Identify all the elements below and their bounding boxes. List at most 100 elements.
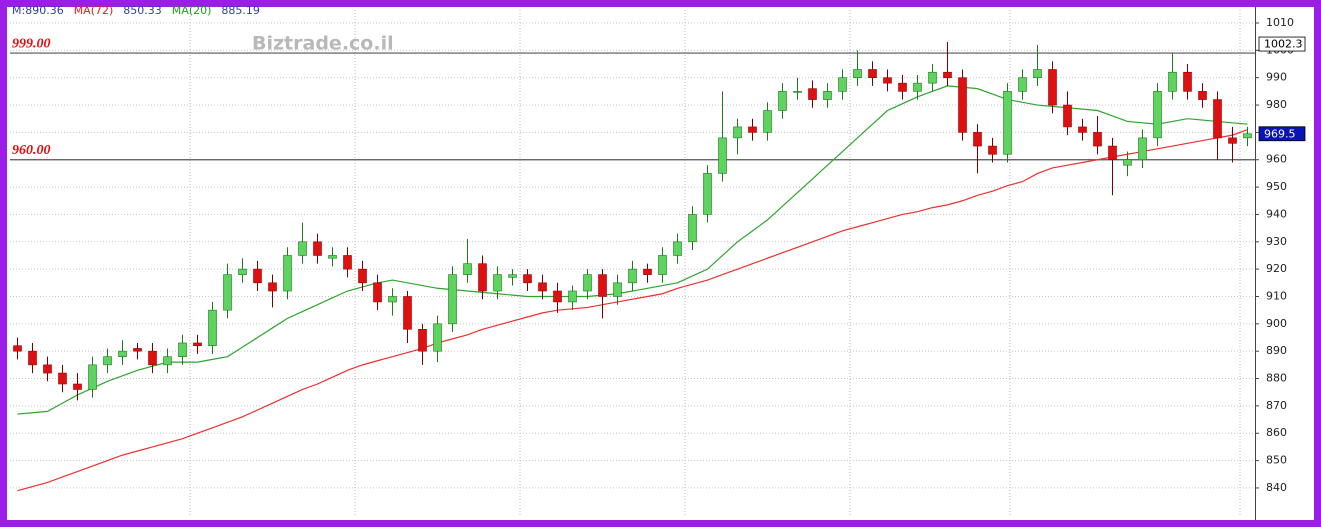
candle-body bbox=[763, 110, 772, 133]
candle-body bbox=[838, 77, 847, 92]
candle-body bbox=[718, 137, 727, 174]
candle-body bbox=[493, 274, 502, 292]
candle-body bbox=[1018, 77, 1027, 92]
header-item: 850.33 bbox=[123, 4, 162, 17]
header-item: M:890.36 bbox=[12, 4, 64, 17]
candle-body bbox=[418, 329, 427, 352]
candle-body bbox=[88, 364, 97, 390]
y-tick-label: 870 bbox=[1266, 399, 1287, 412]
candle-body bbox=[178, 342, 187, 357]
candle-body bbox=[223, 274, 232, 311]
watermark: Biztrade.co.il bbox=[252, 33, 394, 55]
y-tick-label: 930 bbox=[1266, 235, 1287, 248]
price-box-label: 1002.3 bbox=[1264, 38, 1303, 51]
candle-body bbox=[943, 71, 952, 78]
candle-body bbox=[1153, 91, 1162, 139]
candle-body bbox=[553, 290, 562, 303]
candle-body bbox=[508, 274, 517, 278]
level-label: 999.00 bbox=[12, 36, 51, 51]
y-tick-label: 900 bbox=[1266, 317, 1287, 330]
candle-body bbox=[268, 282, 277, 292]
y-tick-label: 1010 bbox=[1266, 16, 1294, 29]
candle-body bbox=[478, 263, 487, 292]
candle-body bbox=[388, 296, 397, 303]
candle-body bbox=[1228, 137, 1237, 144]
candle-body bbox=[1048, 69, 1057, 106]
candle-body bbox=[673, 241, 682, 256]
candle-body bbox=[313, 241, 322, 256]
y-tick-label: 920 bbox=[1266, 262, 1287, 275]
candle-body bbox=[133, 348, 142, 352]
y-tick-label: 910 bbox=[1266, 289, 1287, 302]
candle-body bbox=[613, 282, 622, 297]
candle-body bbox=[898, 82, 907, 92]
candle-body bbox=[403, 296, 412, 330]
candle-body bbox=[1183, 71, 1192, 92]
candle-body bbox=[628, 268, 637, 284]
candle-body bbox=[868, 69, 877, 78]
candle-body bbox=[1123, 159, 1132, 166]
candle-body bbox=[748, 126, 757, 133]
candle-body bbox=[1198, 91, 1207, 100]
candle-body bbox=[358, 268, 367, 284]
candle-body bbox=[793, 91, 802, 93]
level-label: 960.00 bbox=[12, 143, 51, 158]
candle-body bbox=[913, 82, 922, 92]
candle-body bbox=[703, 173, 712, 215]
candle-body bbox=[523, 274, 532, 284]
candle-body bbox=[988, 145, 997, 155]
candle-body bbox=[343, 255, 352, 270]
candle-body bbox=[1243, 133, 1252, 139]
candle-body bbox=[1003, 91, 1012, 155]
candle-body bbox=[58, 372, 67, 385]
candle-body bbox=[883, 77, 892, 84]
candle-body bbox=[1168, 71, 1177, 92]
candle-body bbox=[568, 290, 577, 303]
ma-line bbox=[17, 129, 1248, 492]
candle-body bbox=[328, 255, 337, 259]
candle-body bbox=[28, 350, 37, 366]
candle-body bbox=[193, 342, 202, 347]
y-tick-label: 880 bbox=[1266, 372, 1287, 385]
candle-body bbox=[733, 126, 742, 139]
header-item: 885.19 bbox=[221, 4, 260, 17]
y-tick-label: 940 bbox=[1266, 207, 1287, 220]
y-tick-label: 960 bbox=[1266, 153, 1287, 166]
candle-body bbox=[823, 91, 832, 100]
candle-body bbox=[463, 263, 472, 275]
candle-body bbox=[1078, 126, 1087, 133]
header-item: MA(72) bbox=[74, 4, 114, 17]
candle-body bbox=[433, 323, 442, 352]
candle-body bbox=[1138, 137, 1147, 161]
candle-body bbox=[1108, 145, 1117, 161]
candle-body bbox=[208, 309, 217, 347]
candle-body bbox=[853, 69, 862, 78]
candle-body bbox=[598, 274, 607, 297]
y-tick-label: 890 bbox=[1266, 344, 1287, 357]
candle-body bbox=[448, 274, 457, 325]
candle-body bbox=[688, 214, 697, 243]
candle-body bbox=[13, 345, 22, 352]
candle-body bbox=[148, 350, 157, 366]
candle-body bbox=[973, 132, 982, 147]
candle-body bbox=[283, 255, 292, 292]
candle-body bbox=[298, 241, 307, 256]
candle-body bbox=[538, 282, 547, 292]
candle-body bbox=[103, 356, 112, 366]
y-tick-label: 950 bbox=[1266, 180, 1287, 193]
candle-body bbox=[778, 91, 787, 111]
candle-body bbox=[43, 364, 52, 374]
header-item: MA(20) bbox=[172, 4, 212, 17]
y-tick-label: 860 bbox=[1266, 426, 1287, 439]
candle-body bbox=[118, 350, 127, 357]
price-box bbox=[1258, 126, 1306, 142]
candle-body bbox=[1063, 104, 1072, 128]
candle-body bbox=[1033, 69, 1042, 78]
y-tick-label: 980 bbox=[1266, 98, 1287, 111]
candle-body bbox=[658, 255, 667, 275]
candle-body bbox=[958, 77, 967, 133]
y-tick-label: 840 bbox=[1266, 481, 1287, 494]
candle-body bbox=[253, 268, 262, 284]
